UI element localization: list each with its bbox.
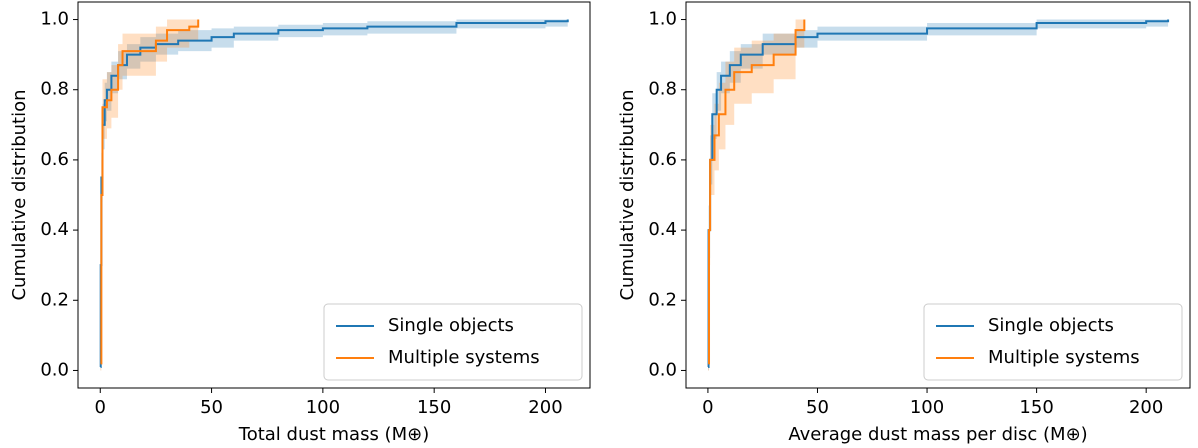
confidence-band [100, 19, 568, 371]
y-tick-label: 1.0 [648, 9, 677, 30]
legend-label: Multiple systems [988, 347, 1140, 368]
cdf-line [708, 19, 806, 365]
legend-box [923, 303, 1183, 381]
y-axis-label: Cumulative distribution [9, 89, 30, 300]
legend-box [323, 303, 583, 381]
y-tick-label: 0.2 [40, 289, 69, 310]
cdf-line [100, 19, 200, 365]
y-axis-label: Cumulative distribution [617, 89, 638, 300]
x-tick-label: 0 [702, 397, 713, 418]
x-axis-label: Total dust mass (M⊕) [238, 424, 429, 445]
y-tick-label: 0.6 [40, 149, 69, 170]
axes-frame [685, 1, 1191, 389]
x-tick-label: 150 [1019, 397, 1053, 418]
y-tick-label: 0.8 [648, 79, 677, 100]
legend-label: Single objects [988, 315, 1114, 336]
y-tick-label: 0.8 [40, 79, 69, 100]
x-tick-label: 50 [200, 397, 223, 418]
x-tick-label: 200 [528, 397, 562, 418]
x-tick-label: 150 [417, 397, 451, 418]
x-tick-label: 200 [1129, 397, 1163, 418]
y-tick-label: 0.6 [648, 149, 677, 170]
legend-label: Single objects [388, 315, 514, 336]
y-tick-label: 0.4 [648, 219, 677, 240]
x-tick-label: 100 [910, 397, 944, 418]
legend-label: Multiple systems [388, 347, 540, 368]
y-tick-label: 1.0 [40, 9, 69, 30]
axes-frame [77, 1, 591, 389]
y-tick-label: 0.0 [40, 359, 69, 380]
y-tick-label: 0.4 [40, 219, 69, 240]
y-tick-label: 0.0 [648, 359, 677, 380]
y-tick-label: 0.2 [648, 289, 677, 310]
x-tick-label: 50 [806, 397, 829, 418]
x-tick-label: 0 [95, 397, 106, 418]
x-axis-label: Average dust mass per disc (M⊕) [788, 424, 1087, 445]
confidence-band [708, 19, 805, 371]
confidence-band [100, 19, 199, 371]
x-tick-label: 100 [306, 397, 340, 418]
